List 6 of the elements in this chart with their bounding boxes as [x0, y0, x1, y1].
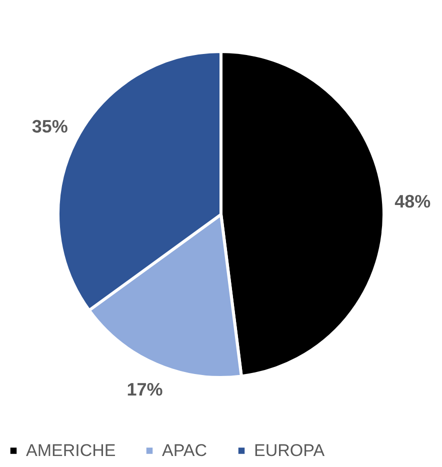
data-label: 17% — [126, 380, 163, 400]
legend-label: AMERICHE — [26, 440, 116, 460]
legend-label: APAC — [162, 440, 208, 460]
data-label: 35% — [32, 116, 68, 136]
legend-label: EUROPA — [254, 440, 326, 460]
data-label: 48% — [394, 191, 431, 212]
